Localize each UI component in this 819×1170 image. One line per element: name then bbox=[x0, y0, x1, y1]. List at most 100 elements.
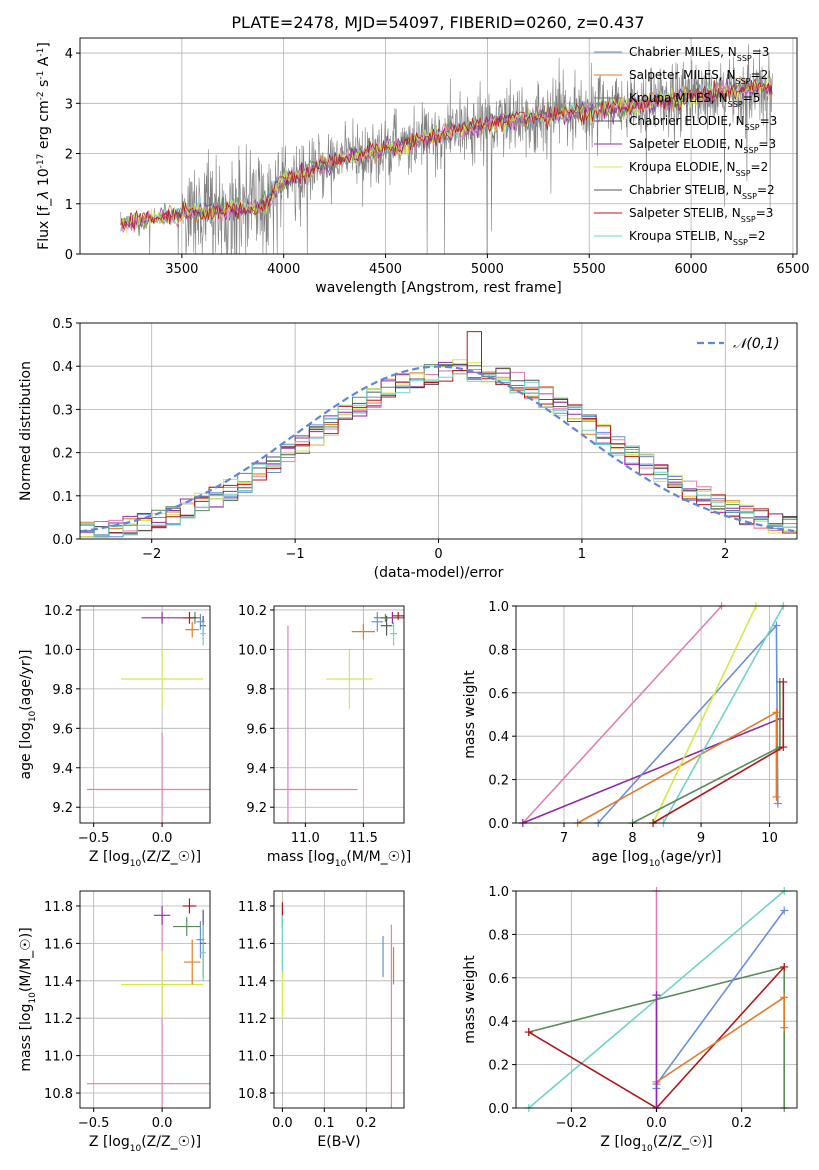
y-tick-label: 10.8 bbox=[44, 1087, 73, 1102]
x-tick-label: 4000 bbox=[267, 262, 300, 277]
legend-entry: Chabrier ELODIE, NSSP=3 bbox=[629, 114, 777, 132]
axes-spectrum: 3500 4000 4500 5000 5500 6000 6500 0 1 2 3 4 wavelen… bbox=[36, 37, 809, 296]
y-tick-label: 10.0 bbox=[238, 643, 267, 658]
y-tick-label: 0.6 bbox=[488, 972, 509, 987]
y-tick-label: 11.8 bbox=[44, 900, 73, 915]
figure-title: PLATE=2478, MJD=54097, FIBERID=0260, z=0… bbox=[231, 13, 644, 32]
legend-entry: Kroupa MILES, NSSP=5 bbox=[629, 91, 760, 109]
x-axis-label: Z [log10(Z/Z_☉)] bbox=[89, 1134, 201, 1154]
x-tick-label: −1 bbox=[286, 547, 305, 562]
y-tick-label: 10.0 bbox=[44, 643, 73, 658]
y-axis-label: mass weight bbox=[462, 670, 478, 759]
y-tick-label: 0.0 bbox=[488, 817, 509, 832]
y-tick-label: 0.1 bbox=[52, 490, 73, 505]
axes-age-vs-mass: 11.0 11.5 9.2 9.4 9.6 9.8 10.0 10.2 mass [log10(… bbox=[238, 604, 411, 869]
x-tick-label: 0.0 bbox=[152, 1116, 173, 1131]
y-tick-label: 9.2 bbox=[246, 801, 267, 816]
y-tick-label: 4 bbox=[65, 47, 73, 62]
legend-entry: Kroupa STELIB, NSSP=2 bbox=[629, 229, 766, 247]
axes-frame bbox=[79, 890, 211, 1109]
series-marker bbox=[779, 743, 788, 752]
legend-entry: Salpeter MILES, NSSP=2 bbox=[629, 68, 768, 86]
series-marker bbox=[780, 993, 789, 1002]
x-tick-label: 6500 bbox=[776, 262, 809, 277]
y-tick-label: 0.4 bbox=[52, 360, 73, 375]
x-tick-label: 0.1 bbox=[314, 1116, 335, 1131]
y-tick-label: 1.0 bbox=[488, 600, 509, 615]
legend-entry: Chabrier STELIB, NSSP=2 bbox=[629, 183, 775, 201]
y-tick-label: 9.6 bbox=[52, 722, 73, 737]
y-tick-label: 1 bbox=[65, 198, 73, 213]
histogram-step bbox=[80, 373, 797, 538]
y-tick-label: 9.6 bbox=[246, 722, 267, 737]
y-tick-label: 3 bbox=[65, 97, 73, 112]
series-line bbox=[522, 718, 781, 824]
y-tick-label: 10.2 bbox=[44, 604, 73, 619]
y-tick-label: 11.0 bbox=[238, 1050, 267, 1065]
y-tick-label: 0.6 bbox=[488, 687, 509, 702]
x-tick-label: 2 bbox=[721, 547, 729, 562]
series-marker bbox=[780, 906, 789, 915]
x-axis-label: age [log10(age/yr)] bbox=[591, 849, 721, 869]
x-tick-label: 4500 bbox=[369, 262, 402, 277]
series-marker bbox=[779, 677, 788, 686]
y-tick-label: 0.5 bbox=[52, 317, 73, 332]
series-line bbox=[522, 605, 723, 824]
x-axis-label: Z [log10(Z/Z_☉)] bbox=[89, 849, 201, 869]
x-tick-label: 7 bbox=[560, 831, 568, 846]
x-tick-label: 5500 bbox=[573, 262, 606, 277]
y-tick-label: 0.8 bbox=[488, 928, 509, 943]
normal-curve bbox=[79, 365, 795, 533]
y-tick-label: 2 bbox=[65, 148, 73, 163]
x-tick-label: 0.2 bbox=[731, 1116, 752, 1131]
y-tick-label: 11.8 bbox=[238, 900, 267, 915]
x-axis-label: (data-model)/error bbox=[374, 565, 504, 581]
legend-entry: Chabrier MILES, NSSP=3 bbox=[629, 45, 769, 63]
y-tick-label: 0.8 bbox=[488, 643, 509, 658]
y-tick-label: 9.8 bbox=[52, 683, 73, 698]
legend-entry: Salpeter ELODIE, NSSP=3 bbox=[629, 137, 776, 155]
y-tick-label: 0.2 bbox=[488, 1059, 509, 1074]
y-tick-label: 1.0 bbox=[488, 885, 509, 900]
series-marker bbox=[772, 792, 781, 801]
x-tick-label: 10 bbox=[761, 831, 778, 846]
y-tick-label: 11.4 bbox=[238, 975, 267, 990]
x-tick-label: 0 bbox=[434, 547, 442, 562]
y-tick-label: 10.8 bbox=[238, 1087, 267, 1102]
y-tick-label: 11.2 bbox=[44, 1012, 73, 1027]
y-tick-label: 0.4 bbox=[488, 1015, 509, 1030]
histogram-step bbox=[80, 364, 797, 534]
series-line bbox=[662, 605, 785, 824]
y-axis-label: mass [log10(M/M_☉)] bbox=[18, 927, 38, 1071]
x-tick-label: 11.0 bbox=[291, 831, 320, 846]
y-axis-label: Flux [f_λ 10-17 erg cm-2 s-1 A-1] bbox=[36, 42, 52, 250]
x-tick-label: 5000 bbox=[471, 262, 504, 277]
axes-mass-weight-vs-Z: −0.2 0.0 0.2 0.0 0.2 0.4 0.6 0.8 1.0 Z [log10(Z/Z… bbox=[462, 885, 798, 1154]
y-tick-label: 9.4 bbox=[52, 762, 73, 777]
y-tick-label: 0.3 bbox=[52, 403, 73, 418]
y-tick-label: 0 bbox=[65, 248, 73, 263]
x-tick-label: 8 bbox=[628, 831, 636, 846]
series-marker bbox=[524, 1028, 533, 1037]
legend-entry: Salpeter STELIB, NSSP=3 bbox=[629, 206, 773, 224]
x-tick-label: 0.0 bbox=[272, 1116, 293, 1131]
spectrum-model-line bbox=[120, 78, 773, 230]
y-tick-label: 9.2 bbox=[52, 801, 73, 816]
legend-entry: 𝒩(0,1) bbox=[733, 336, 780, 352]
y-tick-label: 11.6 bbox=[238, 937, 267, 952]
axes-frame bbox=[79, 37, 798, 255]
y-axis-label: Normed distribution bbox=[18, 361, 34, 501]
y-axis-label: age [log10(age/yr)] bbox=[18, 649, 38, 779]
axes-mass-vs-EBV: 0.0 0.1 0.2 10.8 11.0 11.2 11.4 11.6 11.8 E(B-V) bbox=[238, 890, 405, 1150]
spectrum-model-line bbox=[120, 75, 773, 234]
x-tick-label: −0.5 bbox=[78, 1116, 110, 1131]
axes-frame bbox=[79, 605, 211, 824]
x-tick-label: 9 bbox=[697, 831, 705, 846]
axes-frame bbox=[273, 890, 405, 1109]
y-tick-label: 0.4 bbox=[488, 730, 509, 745]
series-marker bbox=[652, 991, 661, 1000]
y-tick-label: 11.6 bbox=[44, 937, 73, 952]
histogram-step bbox=[80, 331, 797, 538]
axes-age-vs-Z: −0.5 0.0 9.2 9.4 9.6 9.8 10.0 10.2 Z [log10(Z/Z_… bbox=[18, 604, 211, 869]
